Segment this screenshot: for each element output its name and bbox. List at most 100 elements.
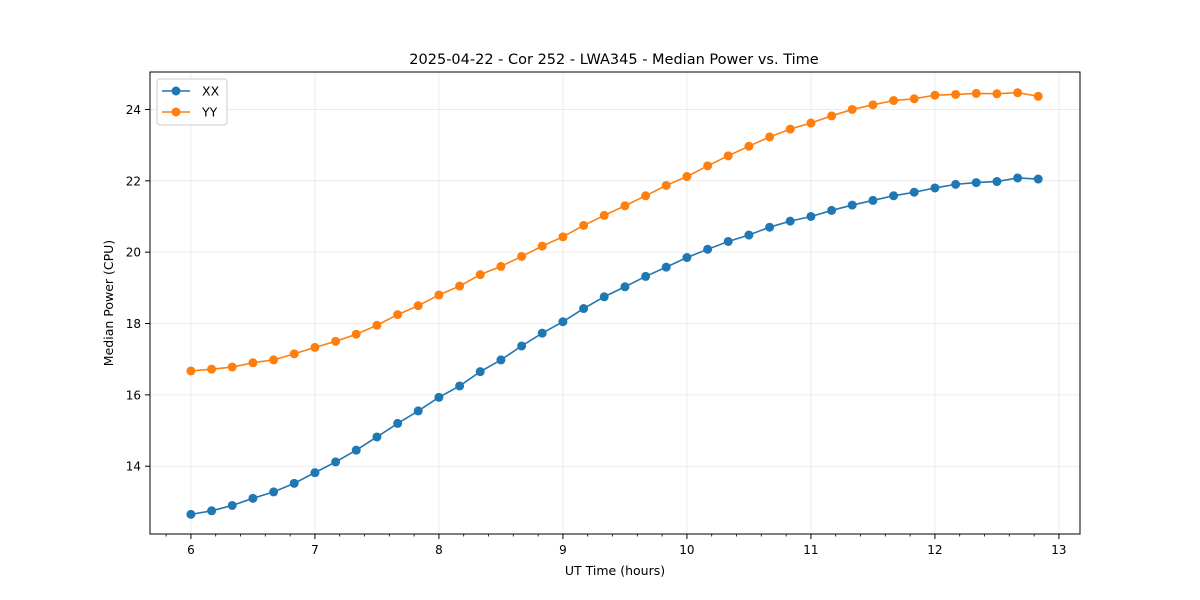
data-point-yy xyxy=(930,90,940,100)
data-point-yy xyxy=(496,261,506,271)
data-point-yy xyxy=(372,320,382,330)
data-point-yy xyxy=(248,358,258,368)
data-point-xx xyxy=(1013,173,1023,183)
plot-frame xyxy=(149,71,1081,535)
data-point-yy xyxy=(558,232,568,242)
data-point-xx xyxy=(351,445,361,455)
data-point-xx xyxy=(248,493,258,503)
y-tick-label: 16 xyxy=(126,388,141,402)
data-point-yy xyxy=(310,342,320,352)
y-tick-label: 18 xyxy=(126,317,141,331)
data-point-xx xyxy=(661,262,671,272)
data-point-yy xyxy=(703,161,713,171)
data-point-xx xyxy=(413,406,423,416)
x-tick-label: 10 xyxy=(679,543,694,557)
data-point-yy xyxy=(847,104,857,114)
grid-layer xyxy=(150,72,1080,534)
x-tick-label: 7 xyxy=(311,543,319,557)
data-point-yy xyxy=(723,151,733,161)
data-point-yy xyxy=(475,270,485,280)
data-point-yy xyxy=(827,111,837,121)
series-layer xyxy=(186,88,1043,519)
data-point-xx xyxy=(227,500,237,510)
x-tick-label: 11 xyxy=(803,543,818,557)
data-point-yy xyxy=(579,220,589,230)
y-tick-label: 20 xyxy=(126,246,141,260)
data-point-yy xyxy=(434,290,444,300)
data-point-xx xyxy=(744,230,754,240)
x-tick-label: 12 xyxy=(927,543,942,557)
data-point-xx xyxy=(723,236,733,246)
data-point-xx xyxy=(455,381,465,391)
data-point-xx xyxy=(951,179,961,189)
data-point-yy xyxy=(517,251,527,261)
data-point-yy xyxy=(393,310,403,320)
x-axis-label: UT Time (hours) xyxy=(565,563,665,578)
x-tick-label: 8 xyxy=(435,543,443,557)
data-point-yy xyxy=(744,141,754,151)
data-point-yy xyxy=(620,201,630,211)
data-point-yy xyxy=(909,94,919,104)
legend-marker-xx xyxy=(171,86,181,96)
data-point-yy xyxy=(455,281,465,291)
data-point-yy xyxy=(207,364,217,374)
data-point-xx xyxy=(372,432,382,442)
data-point-yy xyxy=(599,210,609,220)
data-point-xx xyxy=(558,317,568,327)
data-point-yy xyxy=(413,301,423,311)
data-point-xx xyxy=(909,187,919,197)
data-point-xx xyxy=(537,328,547,338)
data-point-xx xyxy=(310,468,320,478)
data-point-xx xyxy=(1033,174,1043,184)
data-point-xx xyxy=(393,418,403,428)
data-point-xx xyxy=(930,183,940,193)
data-point-yy xyxy=(868,100,878,110)
data-point-yy xyxy=(661,180,671,190)
data-point-yy xyxy=(331,336,341,346)
axis-layer: 6 7 8 9 10 11 12 13 14 16 18 20 22 24 xyxy=(126,103,1067,557)
data-point-xx xyxy=(682,253,692,263)
data-point-xx xyxy=(641,271,651,281)
data-point-xx xyxy=(475,367,485,377)
y-tick-label: 24 xyxy=(126,103,141,117)
data-point-xx xyxy=(971,178,981,188)
data-point-xx xyxy=(827,205,837,215)
data-point-xx xyxy=(186,509,196,519)
data-point-xx xyxy=(703,244,713,254)
chart-title: 2025-04-22 - Cor 252 - LWA345 - Median P… xyxy=(409,52,818,68)
y-tick-label: 22 xyxy=(126,174,141,188)
data-point-yy xyxy=(806,118,816,128)
data-point-yy xyxy=(641,191,651,201)
data-point-xx xyxy=(620,282,630,292)
data-point-xx xyxy=(496,355,506,365)
data-point-xx xyxy=(207,506,217,516)
y-axis-label: Median Power (CPU) xyxy=(101,240,116,366)
data-point-yy xyxy=(682,172,692,182)
data-point-xx xyxy=(269,487,279,497)
series-yy xyxy=(186,88,1043,376)
y-tick-label: 14 xyxy=(126,460,141,474)
data-point-yy xyxy=(1033,91,1043,101)
data-point-xx xyxy=(289,478,299,488)
data-point-xx xyxy=(579,304,589,314)
data-point-yy xyxy=(889,96,899,106)
data-point-xx xyxy=(785,216,795,226)
data-point-yy xyxy=(765,132,775,142)
x-tick-label: 9 xyxy=(559,543,567,557)
data-point-yy xyxy=(269,355,279,365)
legend-label-yy: YY xyxy=(201,105,218,120)
data-point-xx xyxy=(599,292,609,302)
data-point-xx xyxy=(806,211,816,221)
data-point-yy xyxy=(537,241,547,251)
x-tick-label: 6 xyxy=(187,543,195,557)
data-point-yy xyxy=(951,89,961,99)
data-point-xx xyxy=(517,341,527,351)
data-point-xx xyxy=(434,392,444,402)
x-tick-label: 13 xyxy=(1051,543,1066,557)
series-xx xyxy=(186,173,1043,519)
data-point-xx xyxy=(847,200,857,210)
data-point-yy xyxy=(186,366,196,376)
data-point-yy xyxy=(971,88,981,98)
data-point-yy xyxy=(992,89,1002,99)
